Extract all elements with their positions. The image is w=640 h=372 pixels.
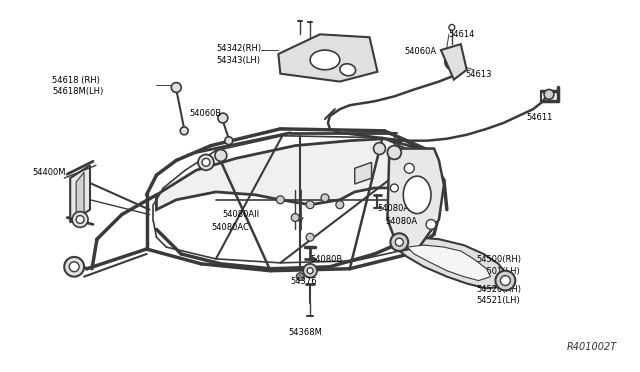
Circle shape (336, 201, 344, 209)
Text: 54376: 54376 (291, 277, 317, 286)
Text: 54521(LH): 54521(LH) (477, 296, 520, 305)
Polygon shape (355, 162, 372, 184)
Circle shape (390, 184, 398, 192)
Text: 54060A: 54060A (404, 47, 436, 56)
Text: 54080AB: 54080AB (378, 204, 415, 213)
Text: 54500(RH): 54500(RH) (477, 255, 522, 264)
Circle shape (544, 89, 554, 99)
Circle shape (218, 113, 228, 123)
Text: 54613: 54613 (466, 70, 492, 79)
Text: 54080B: 54080B (310, 255, 342, 264)
Text: 54060B: 54060B (189, 109, 221, 118)
Circle shape (396, 238, 403, 246)
Circle shape (64, 257, 84, 277)
Circle shape (387, 145, 401, 160)
Circle shape (306, 201, 314, 209)
Circle shape (180, 127, 188, 135)
Circle shape (225, 137, 233, 145)
Polygon shape (278, 34, 378, 81)
Circle shape (500, 276, 510, 285)
Circle shape (404, 163, 414, 173)
Text: 54501(LH): 54501(LH) (477, 267, 520, 276)
Text: R401002T: R401002T (567, 343, 618, 353)
Circle shape (215, 150, 227, 161)
Text: 54618M(LH): 54618M(LH) (52, 87, 104, 96)
Text: 54080A: 54080A (385, 217, 417, 225)
Circle shape (276, 196, 284, 204)
Polygon shape (394, 237, 508, 288)
Circle shape (449, 58, 457, 66)
Circle shape (495, 271, 515, 291)
Polygon shape (76, 172, 84, 224)
Circle shape (72, 212, 88, 227)
Text: 54368M: 54368M (288, 328, 322, 337)
Polygon shape (156, 139, 434, 210)
Text: 54080AC: 54080AC (211, 224, 249, 232)
Circle shape (69, 262, 79, 272)
Circle shape (291, 214, 299, 221)
Text: 54520(RH): 54520(RH) (477, 285, 522, 294)
Text: 54611: 54611 (526, 113, 552, 122)
Text: 54400M: 54400M (33, 168, 66, 177)
Polygon shape (441, 44, 467, 80)
Ellipse shape (310, 50, 340, 70)
Circle shape (198, 154, 214, 170)
Text: 54614: 54614 (449, 31, 476, 39)
Circle shape (390, 233, 408, 251)
Circle shape (307, 268, 313, 274)
Circle shape (445, 54, 461, 70)
Circle shape (449, 25, 455, 31)
Polygon shape (387, 148, 444, 251)
Text: 54343(LH): 54343(LH) (216, 56, 260, 65)
Ellipse shape (403, 176, 431, 214)
Ellipse shape (340, 64, 356, 76)
Circle shape (303, 264, 317, 278)
Circle shape (321, 194, 329, 202)
Circle shape (76, 215, 84, 224)
Polygon shape (407, 245, 490, 280)
Circle shape (172, 83, 181, 92)
Text: 54342(RH): 54342(RH) (216, 44, 261, 53)
Circle shape (296, 273, 304, 280)
Polygon shape (70, 165, 90, 222)
Text: 54080AII: 54080AII (223, 210, 260, 219)
Circle shape (202, 158, 210, 166)
Circle shape (426, 219, 436, 230)
Circle shape (374, 142, 385, 154)
Text: 54618 (RH): 54618 (RH) (52, 76, 100, 85)
Circle shape (306, 233, 314, 241)
